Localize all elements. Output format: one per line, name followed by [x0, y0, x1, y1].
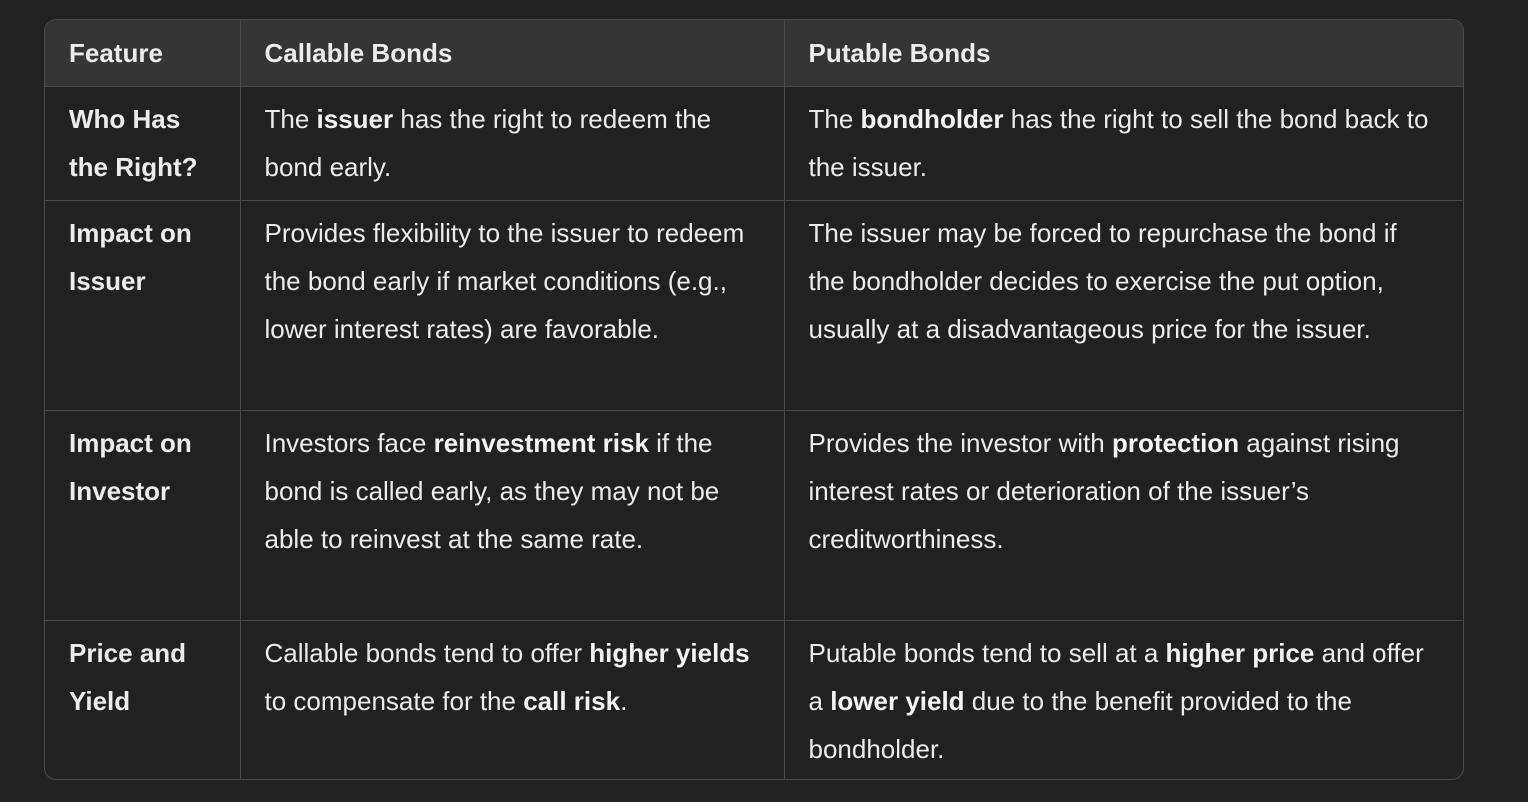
table-header: Feature Callable Bonds Putable Bonds [45, 20, 1463, 87]
callable-cell: Callable bonds tend to offer higher yiel… [240, 620, 785, 779]
header-feature: Feature [45, 20, 241, 87]
table-row: Who Has the Right? The issuer has the ri… [45, 86, 1463, 201]
feature-cell: Impact on Investor [45, 410, 241, 621]
header-callable-bonds: Callable Bonds [240, 20, 785, 87]
bold-term: lower yield [830, 686, 965, 716]
bold-term: bondholder [860, 104, 1004, 134]
callable-cell: Investors face reinvestment risk if the … [240, 410, 785, 621]
table-row: Price and Yield Callable bonds tend to o… [45, 620, 1463, 779]
comparison-table-container: Feature Callable Bonds Putable Bonds Who… [44, 19, 1464, 780]
feature-cell: Who Has the Right? [45, 86, 241, 201]
table-row: Impact on Investor Investors face reinve… [45, 410, 1463, 621]
putable-cell: The issuer may be forced to repurchase t… [784, 200, 1463, 411]
putable-cell: The bondholder has the right to sell the… [784, 86, 1463, 201]
callable-cell: Provides flexibility to the issuer to re… [240, 200, 785, 411]
feature-cell: Impact on Issuer [45, 200, 241, 411]
table-body: Who Has the Right? The issuer has the ri… [45, 86, 1463, 779]
bold-term: higher price [1165, 638, 1315, 668]
bold-term: higher yields [589, 638, 750, 668]
bold-term: issuer [316, 104, 394, 134]
bold-term: call risk [523, 686, 621, 716]
putable-cell: Provides the investor with protection ag… [784, 410, 1463, 621]
bold-term: protection [1111, 428, 1240, 458]
table-header-row: Feature Callable Bonds Putable Bonds [45, 20, 1463, 87]
bond-comparison-table: Feature Callable Bonds Putable Bonds Who… [45, 20, 1463, 779]
header-putable-bonds: Putable Bonds [784, 20, 1463, 87]
callable-cell: The issuer has the right to redeem the b… [240, 86, 785, 201]
table-row: Impact on Issuer Provides flexibility to… [45, 200, 1463, 411]
feature-cell: Price and Yield [45, 620, 241, 779]
putable-cell: Putable bonds tend to sell at a higher p… [808, 638, 1424, 764]
bold-term: reinvestment risk [433, 428, 649, 458]
